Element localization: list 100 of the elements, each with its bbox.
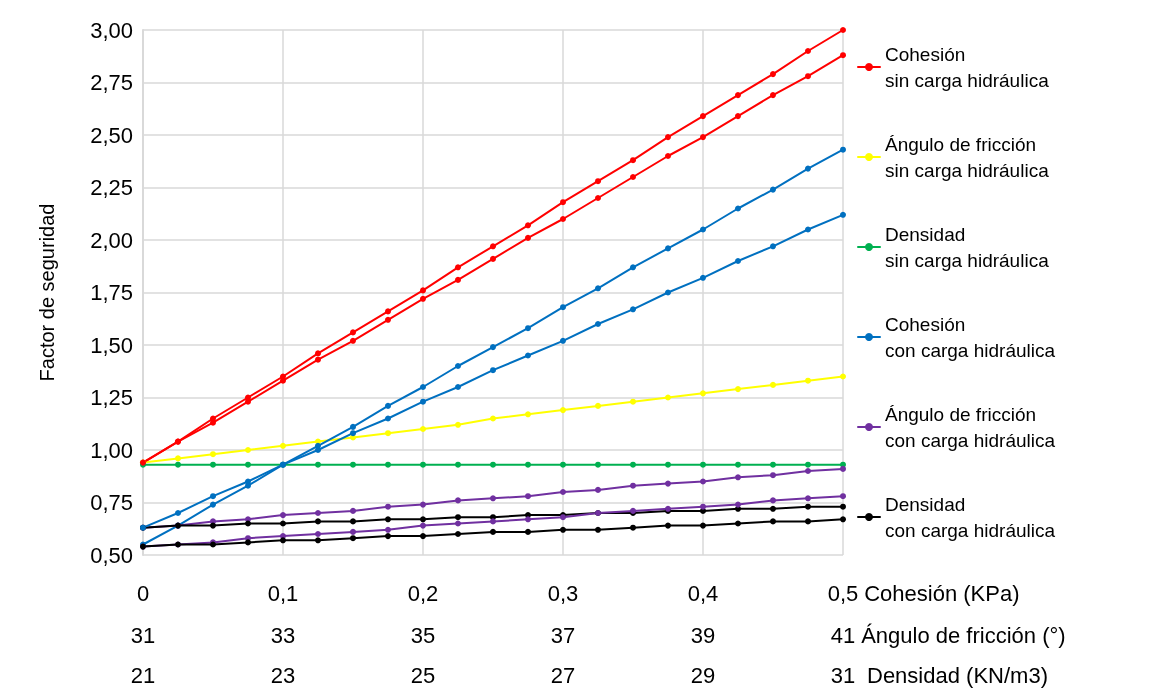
point <box>350 430 356 437</box>
point <box>490 255 496 262</box>
point <box>420 461 426 468</box>
point <box>420 287 426 294</box>
point <box>490 367 496 374</box>
point <box>455 514 461 521</box>
point <box>560 337 566 344</box>
point <box>175 510 181 516</box>
point <box>175 461 181 468</box>
point <box>560 216 566 222</box>
point <box>560 304 566 311</box>
point <box>315 510 321 516</box>
point <box>805 377 811 384</box>
point <box>770 505 776 512</box>
point <box>385 308 391 315</box>
point <box>315 350 321 357</box>
point <box>350 518 356 525</box>
point <box>770 472 776 479</box>
point <box>840 27 846 33</box>
point <box>385 503 391 510</box>
x2-tick-label: 41 <box>830 622 856 648</box>
point <box>420 384 426 390</box>
point <box>560 489 566 495</box>
point <box>805 495 811 502</box>
text: 29 <box>690 662 716 688</box>
point <box>665 394 671 401</box>
point <box>805 48 811 54</box>
point <box>210 522 216 529</box>
point <box>735 386 741 393</box>
point <box>350 461 356 468</box>
point <box>525 461 531 468</box>
legend-label: Densidad con carga hidráulica <box>885 493 1056 541</box>
point <box>385 526 391 533</box>
point <box>525 493 531 500</box>
point <box>735 92 741 99</box>
point <box>595 461 601 468</box>
point <box>630 482 636 489</box>
point <box>455 421 461 428</box>
point <box>315 518 321 525</box>
point <box>455 384 461 390</box>
point <box>350 329 356 336</box>
point <box>805 518 811 525</box>
point <box>700 503 706 510</box>
point <box>735 258 741 264</box>
point <box>350 337 356 344</box>
point <box>840 516 846 523</box>
point <box>245 461 251 468</box>
point <box>735 461 741 468</box>
x2-tick-label: 35 <box>410 622 436 648</box>
point <box>525 516 531 523</box>
point <box>315 531 321 537</box>
point <box>560 461 566 468</box>
point <box>350 528 356 535</box>
point <box>525 222 531 229</box>
point <box>560 407 566 414</box>
y-tick-label: 1,25 <box>90 385 133 410</box>
point <box>385 415 391 422</box>
point <box>385 402 391 409</box>
point <box>770 461 776 468</box>
x-tick-label: 0 <box>136 580 150 606</box>
legend-label: Ángulo de fricción sin carga hidráulica <box>885 133 1050 181</box>
point <box>385 430 391 437</box>
point <box>840 373 846 380</box>
point <box>455 531 461 537</box>
x-tick-label: 0,2 <box>407 580 439 606</box>
point <box>315 447 321 453</box>
x2-tick-label: 37 <box>550 622 576 648</box>
point <box>595 195 601 201</box>
point <box>770 92 776 99</box>
point <box>455 264 461 271</box>
point <box>630 461 636 468</box>
point <box>700 113 706 120</box>
y-tick-label: 1,75 <box>90 280 133 305</box>
point <box>840 465 846 472</box>
point <box>455 520 461 527</box>
point <box>840 493 846 500</box>
x-tick-label: 0,4 <box>687 580 719 606</box>
point <box>805 226 811 233</box>
point <box>490 344 496 351</box>
point <box>280 442 286 449</box>
y-tick-label: 3,00 <box>90 17 133 43</box>
point <box>595 486 601 493</box>
point <box>455 497 461 504</box>
point <box>490 528 496 535</box>
text: 27 <box>550 662 576 688</box>
point <box>840 146 846 153</box>
point <box>665 480 671 487</box>
point <box>385 316 391 323</box>
point <box>210 451 216 458</box>
point <box>805 73 811 80</box>
point <box>455 276 461 283</box>
y-tick-label: 1,50 <box>90 332 133 358</box>
point <box>665 134 671 141</box>
point <box>490 518 496 525</box>
point <box>665 289 671 296</box>
point <box>455 461 461 468</box>
point <box>175 455 181 462</box>
y-tick-label: 0,50 <box>90 542 133 568</box>
point <box>665 522 671 529</box>
point <box>490 415 496 422</box>
